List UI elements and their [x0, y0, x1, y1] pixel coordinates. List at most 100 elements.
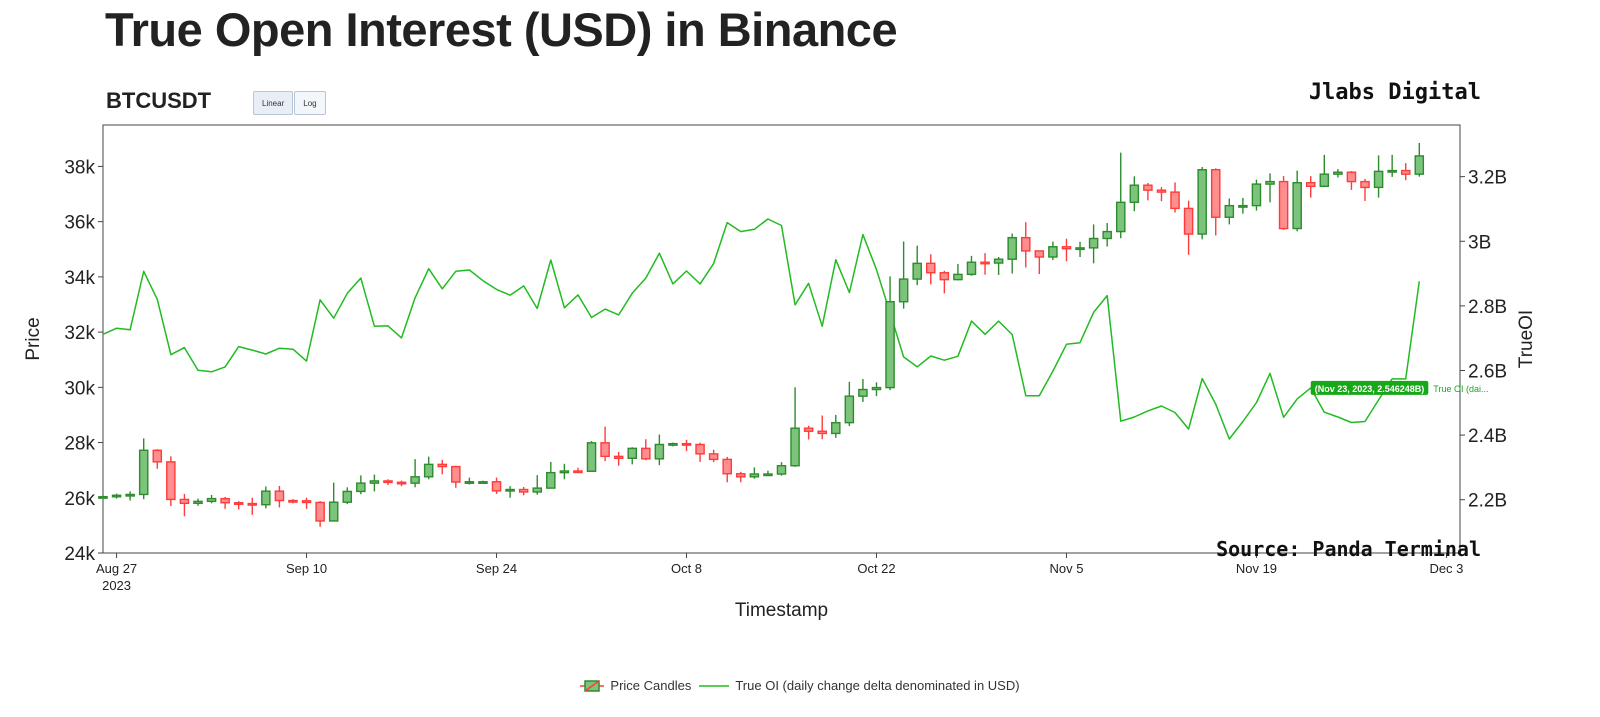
candle-up: [1007, 233, 1017, 274]
candle-body: [966, 261, 977, 276]
y-right-tick-label: 2.8B: [1468, 297, 1507, 318]
candle-body: [247, 502, 258, 506]
candle-body: [817, 430, 827, 435]
candle-up: [423, 456, 434, 480]
candle-up: [1333, 169, 1343, 178]
candle-body: [152, 449, 163, 463]
candle-down: [233, 501, 244, 510]
candle-down: [1156, 187, 1167, 202]
candle-up: [546, 461, 556, 489]
legend-label: Price Candles: [610, 678, 692, 693]
candle-body: [912, 262, 922, 280]
candle-body: [451, 465, 461, 483]
x-tick-label: Oct 22: [857, 561, 895, 576]
y-right-tick-label: 2.4B: [1468, 426, 1507, 447]
candle-up: [627, 447, 638, 465]
candle-body: [1020, 236, 1031, 252]
candle-body: [233, 502, 244, 505]
candle-up: [993, 256, 1004, 275]
candle-down: [803, 425, 814, 440]
candle-body: [125, 493, 135, 497]
candle-down: [1183, 200, 1194, 255]
candle-up: [586, 441, 597, 472]
candle-up: [871, 382, 882, 397]
candle-down: [708, 449, 719, 463]
candle-down: [641, 439, 651, 461]
legend-item-true-oi[interactable]: True OI (daily change delta denominated …: [699, 678, 1020, 693]
candle-body: [1210, 169, 1221, 218]
candle-up: [749, 467, 760, 479]
scale-toggle: Linear Log: [253, 91, 327, 115]
candle-up: [912, 245, 922, 286]
candle-down: [1020, 222, 1031, 268]
candle-body: [220, 497, 230, 504]
candle-body: [328, 501, 339, 522]
candle-body: [1156, 189, 1167, 193]
candle-up: [1292, 170, 1302, 232]
candle-down: [1278, 176, 1289, 230]
candle-body: [1007, 236, 1017, 260]
candle-down: [1346, 171, 1357, 190]
y-left-tick-label: 36k: [64, 213, 95, 234]
candle-up: [328, 482, 339, 522]
candle-up: [98, 495, 108, 499]
candle-body: [396, 481, 407, 485]
y-left-axis-label: Price: [23, 317, 44, 360]
candle-body: [885, 301, 895, 389]
candle-down: [288, 499, 298, 504]
candle-body: [1251, 183, 1262, 207]
candle-up: [898, 241, 909, 309]
candle-down: [600, 426, 610, 462]
candle-body: [641, 447, 651, 460]
y-left-tick-label: 26k: [64, 489, 95, 510]
candle-up: [138, 438, 149, 500]
candle-body: [586, 442, 597, 472]
candle-body: [681, 442, 692, 446]
candle-body: [803, 427, 814, 432]
candle-up: [1088, 224, 1099, 264]
candle-up: [858, 379, 868, 402]
candle-down: [939, 270, 950, 294]
log-scale-button[interactable]: Log: [294, 91, 326, 115]
y-right-axis-label: TrueOI: [1516, 310, 1537, 368]
x-tick-label: Sep 24: [476, 561, 517, 576]
candle-body: [600, 442, 610, 458]
candle-body: [342, 490, 353, 503]
candle-body: [858, 388, 868, 397]
candle-up: [953, 263, 963, 281]
candle-body: [695, 443, 705, 455]
y-left-tick-label: 32k: [64, 323, 95, 344]
candle-body: [1170, 191, 1180, 210]
candle-body: [206, 497, 217, 503]
candle-body: [464, 481, 475, 484]
tooltip-trace-label: True OI (dai...: [1433, 384, 1488, 394]
candle-down: [274, 485, 285, 508]
candle-down: [980, 253, 990, 275]
legend-item-price-candles[interactable]: Price Candles: [580, 678, 691, 693]
candle-up: [261, 486, 271, 509]
candle-down: [301, 497, 312, 509]
candle-down: [695, 442, 705, 462]
candle-body: [613, 455, 624, 459]
y-left-tick-label: 34k: [64, 268, 95, 289]
candle-down: [220, 496, 230, 509]
candle-down: [1210, 168, 1221, 236]
candle-body: [790, 427, 800, 467]
candle-down: [491, 477, 502, 494]
candle-body: [546, 471, 556, 489]
candle-up: [464, 477, 475, 485]
legend: Price Candles True OI (daily change delt…: [0, 678, 1600, 693]
linear-scale-button[interactable]: Linear: [253, 91, 294, 115]
candle-body: [573, 470, 583, 474]
candle-body: [763, 473, 773, 477]
candle-body: [138, 449, 149, 496]
candle-up: [1238, 197, 1248, 214]
candle-body: [193, 500, 203, 504]
candle-body: [1400, 169, 1411, 175]
tooltip-value: (Nov 23, 2023, 2.546248B): [1315, 384, 1425, 394]
candle-down: [1360, 178, 1370, 201]
candle-down: [1143, 182, 1153, 201]
candle-down: [613, 451, 624, 466]
candle-body: [1333, 171, 1343, 175]
